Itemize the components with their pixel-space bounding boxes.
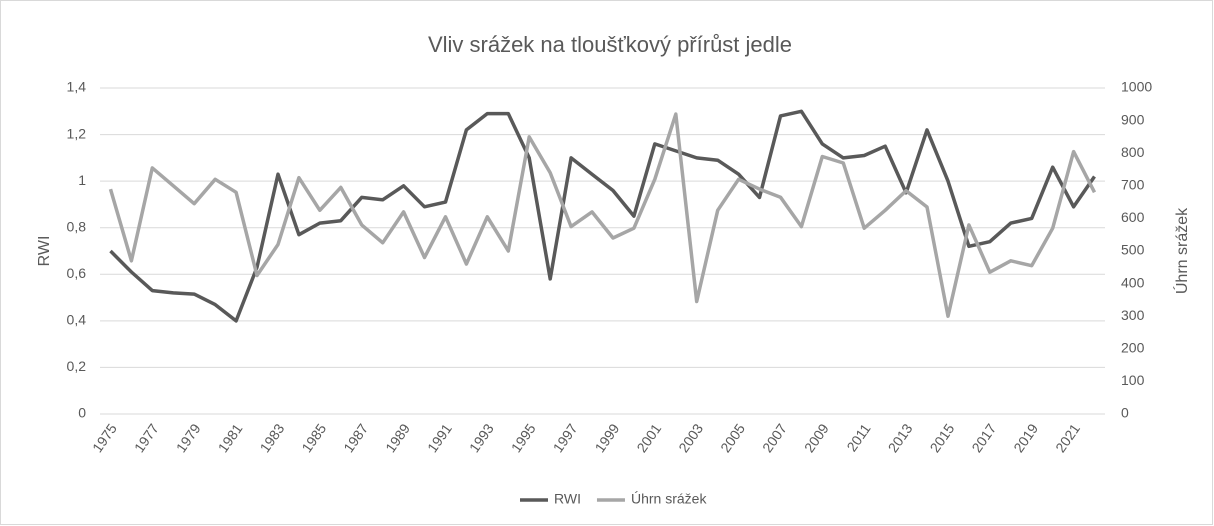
y-tick-label: 1,4 — [67, 79, 87, 95]
legend-label: Úhrn srážek — [631, 491, 707, 507]
y-tick-label: 0,2 — [67, 358, 87, 374]
y2-tick-label: 1000 — [1121, 79, 1152, 95]
y-axis-title: RWI — [36, 236, 53, 267]
y2-tick-label: 200 — [1121, 340, 1145, 356]
y-tick-label: 0,6 — [67, 265, 87, 281]
y2-tick-label: 700 — [1121, 177, 1145, 193]
series-line — [108, 112, 1097, 318]
y2-tick-label: 300 — [1121, 307, 1145, 323]
y2-tick-label: 800 — [1121, 144, 1145, 160]
y2-tick-label: 900 — [1121, 111, 1145, 127]
legend-label: RWI — [554, 491, 581, 507]
y-tick-label: 0,4 — [67, 312, 87, 328]
chart-title: Vliv srážek na tloušťkový přírůst jedle — [428, 32, 792, 57]
y-tick-label: 1,2 — [67, 125, 87, 141]
series-line — [109, 109, 1096, 323]
y-tick-label: 0,8 — [67, 218, 87, 234]
y2-axis-title: Úhrn srážek — [1172, 207, 1191, 294]
y2-tick-label: 0 — [1121, 405, 1129, 421]
y-tick-label: 0 — [78, 405, 86, 421]
y2-tick-label: 600 — [1121, 209, 1145, 225]
y2-tick-label: 100 — [1121, 372, 1145, 388]
y2-tick-label: 400 — [1121, 274, 1145, 290]
y2-tick-label: 500 — [1121, 242, 1145, 258]
y-tick-label: 1 — [78, 172, 86, 188]
